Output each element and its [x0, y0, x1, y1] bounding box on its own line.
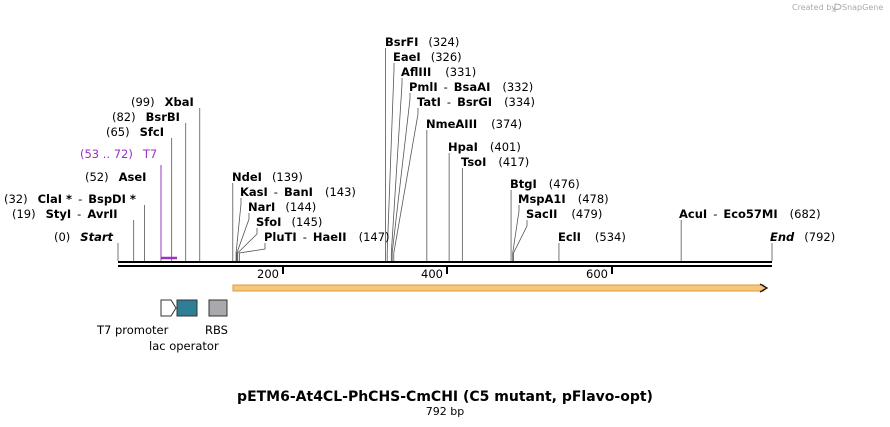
orf-arrow[interactable] [232, 283, 769, 293]
site-kasi-label[interactable]: KasI - BanI (143) [240, 185, 356, 199]
site-sfoi-label[interactable]: SfoI (145) [256, 215, 322, 229]
site-ecli-label[interactable]: EclI (534) [558, 230, 626, 244]
feature-label-lac-operator: lac operator [149, 339, 219, 353]
tick-400: 400 [421, 266, 448, 281]
site-line-nari [236, 213, 250, 261]
tick-label-200: 200 [257, 267, 279, 281]
tick-label-600: 600 [586, 267, 608, 281]
site-acui-label[interactable]: AcuI - Eco57MI (682) [679, 207, 821, 221]
site-styi-label[interactable]: (19) StyI - AvrII [12, 207, 118, 221]
site-start-label[interactable]: (0) Start [54, 230, 114, 244]
tick-600: 600 [586, 266, 613, 281]
credit-prefix: Created by [792, 3, 836, 12]
site-eaei-label[interactable]: EaeI (326) [393, 50, 462, 64]
site-afliii-label[interactable]: AflIII (331) [401, 65, 476, 79]
site-tati-label[interactable]: TatI - BsrGI (334) [417, 95, 535, 109]
site-ndei-label[interactable]: NdeI (139) [232, 170, 303, 184]
site-xbai-label[interactable]: (99) XbaI [131, 95, 194, 109]
site-end-label[interactable]: End (792) [770, 230, 835, 244]
site-t7-label[interactable]: (53 .. 72) T7 [80, 147, 157, 161]
credit-brand: SnapGene [842, 3, 883, 12]
site-pluti-label[interactable]: PluTI - HaeII (147) [264, 230, 390, 244]
site-line-afliii [390, 78, 403, 261]
tick-label-400: 400 [421, 267, 443, 281]
feature-label-rbs: RBS [205, 323, 228, 337]
map-length: 792 bp [426, 405, 464, 418]
snapgene-logo-icon [834, 3, 842, 12]
site-line-kasi [235, 198, 242, 261]
feature-lac-operator[interactable]: lac operator [149, 299, 219, 353]
site-line-mspa1i [512, 205, 520, 261]
site-nmeaiii-label[interactable]: NmeAIII (374) [426, 117, 522, 131]
t7-primer[interactable] [160, 165, 177, 260]
map-title: pETM6-At4CL-PhCHS-CmCHI (C5 mutant, pFla… [237, 389, 653, 405]
site-bsrbi-label[interactable]: (82) BsrBI [112, 110, 180, 124]
feature-label-t7-promoter: T7 promoter [96, 323, 169, 337]
site-asei-label[interactable]: (52) AseI [85, 170, 146, 184]
site-line-tati [393, 108, 419, 261]
feature-t7-promoter[interactable]: T7 promoter [96, 299, 177, 337]
feature-rbs[interactable]: RBS [205, 299, 228, 337]
site-line-pmli [391, 93, 411, 261]
site-sfci-label[interactable]: (65) SfcI [106, 125, 164, 139]
site-btgi-label[interactable]: BtgI (476) [510, 177, 580, 191]
backbone [118, 261, 772, 267]
site-line-pluti [238, 243, 266, 261]
site-nari-label[interactable]: NarI (144) [248, 200, 316, 214]
site-clai-label[interactable]: (32) ClaI * - BspDI * [4, 192, 136, 206]
site-pmli-label[interactable]: PmlI - BsaAI (332) [409, 80, 533, 94]
tick-200: 200 [257, 266, 284, 281]
site-sacii-label[interactable]: SacII (479) [526, 207, 602, 221]
site-line-sacii [513, 220, 528, 261]
site-mspa1i-label[interactable]: MspA1I (478) [518, 192, 609, 206]
site-line-eaei [386, 63, 395, 261]
site-line-sfoi [237, 228, 258, 261]
site-hpai-label[interactable]: HpaI (401) [448, 140, 521, 154]
site-tsoi-label[interactable]: TsoI (417) [461, 155, 529, 169]
site-bsrfi-label[interactable]: BsrFI (324) [385, 35, 459, 49]
